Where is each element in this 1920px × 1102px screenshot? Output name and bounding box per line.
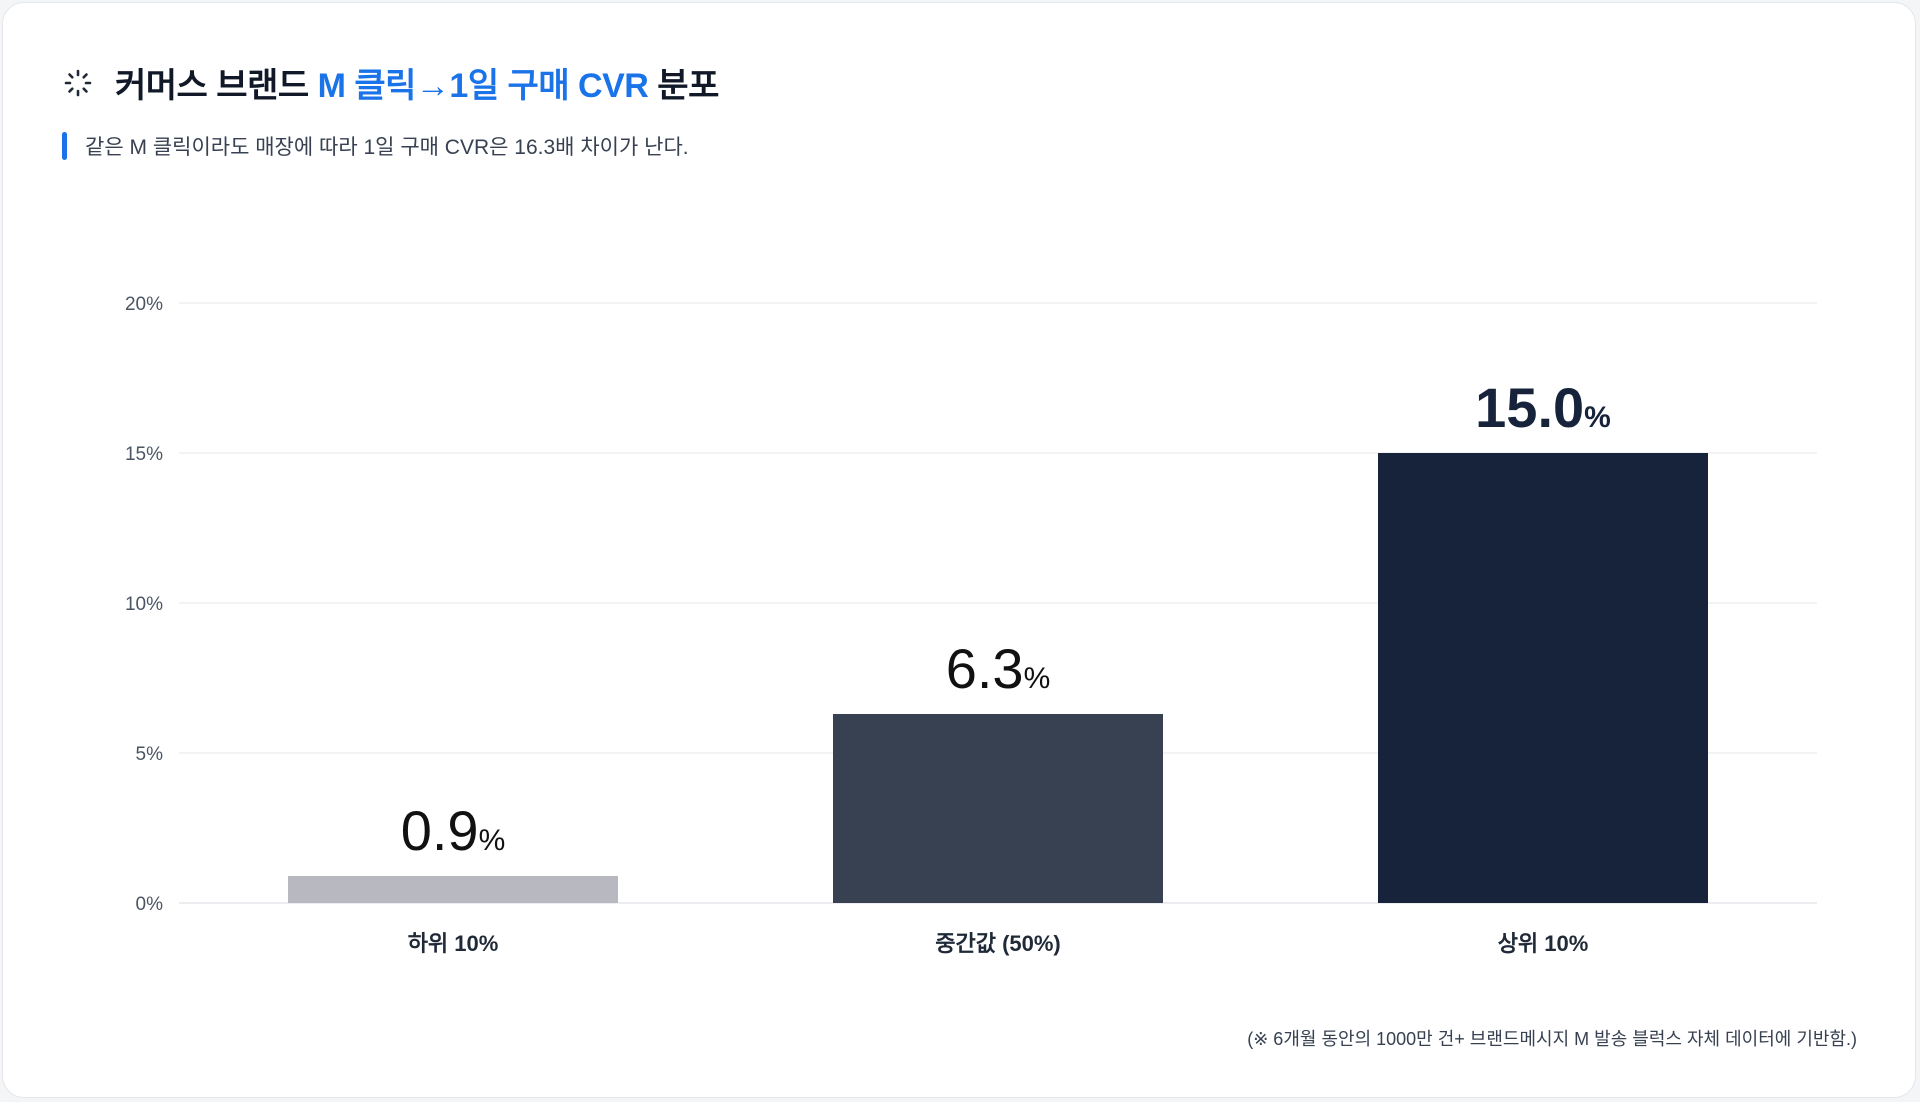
value-label: 15.0% <box>1475 376 1611 439</box>
bar <box>1378 453 1708 903</box>
x-category-label: 상위 10% <box>1498 931 1589 956</box>
bar <box>288 876 618 903</box>
x-category-label: 하위 10% <box>408 931 499 956</box>
y-tick-label: 20% <box>125 294 163 315</box>
y-tick-label: 15% <box>125 444 163 465</box>
y-tick-label: 10% <box>125 594 163 615</box>
title-highlight: M 클릭→1일 구매 CVR <box>317 67 649 105</box>
bar <box>833 714 1163 903</box>
chart-header: 커머스 브랜드 M 클릭→1일 구매 CVR 분포 <box>63 58 719 107</box>
title-suffix: 분포 <box>648 67 719 105</box>
chart-subtitle: 같은 M 클릭이라도 매장에 따라 1일 구매 CVR은 16.3배 차이가 난… <box>62 131 689 161</box>
bar-chart: 0% 5% 10% 15% 20% 0.9% 하위 10% 6.3% 중간값 (50%) 15.0… <box>125 294 1817 956</box>
y-tick-label: 0% <box>136 894 164 915</box>
subtitle-accent-bar <box>62 132 67 160</box>
x-category-label: 중간값 (50%) <box>935 931 1061 956</box>
footnote: (※ 6개월 동안의 1000만 건+ 브랜드메시지 M 발송 블럭스 자체 데… <box>1247 1029 1857 1049</box>
chart-title: 커머스 브랜드 M 클릭→1일 구매 CVR 분포 <box>115 58 719 107</box>
y-tick-label: 5% <box>136 744 164 765</box>
title-prefix: 커머스 브랜드 <box>115 67 318 105</box>
subtitle-text: 같은 M 클릭이라도 매장에 따라 1일 구매 CVR은 16.3배 차이가 난… <box>85 136 689 159</box>
value-label: 6.3% <box>946 637 1051 700</box>
loading-spinner-icon <box>64 69 92 96</box>
value-label: 0.9% <box>401 799 506 862</box>
